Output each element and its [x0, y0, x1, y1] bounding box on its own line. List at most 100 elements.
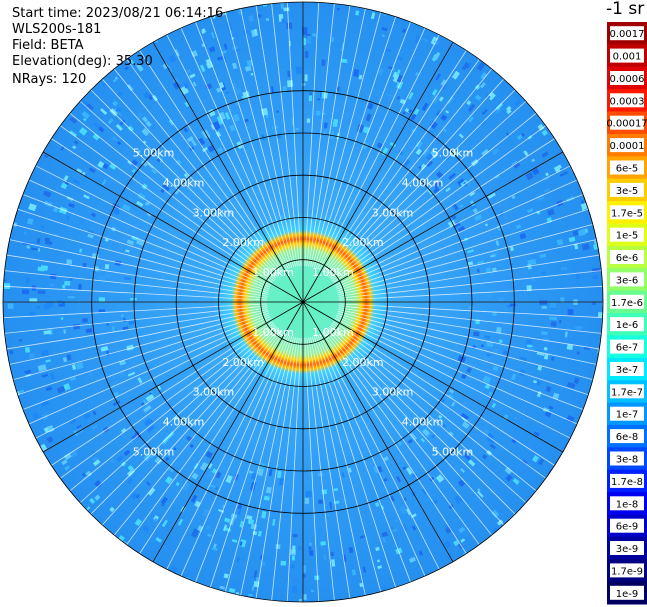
speckle-cell — [486, 436, 495, 444]
speckle-cell — [415, 140, 423, 149]
speckle-cell — [146, 162, 154, 169]
speckle-cell — [66, 215, 70, 220]
colorbar-label: 3e-8 — [616, 455, 639, 466]
speckle-cell — [332, 118, 339, 128]
speckle-cell — [155, 537, 162, 543]
speckle-cell — [314, 575, 320, 580]
instrument-name: WLS200s-181 — [12, 22, 102, 37]
speckle-cell — [146, 481, 151, 486]
speckle-cell — [484, 293, 491, 299]
speckle-cell — [143, 418, 153, 427]
speckle-cell — [529, 346, 535, 352]
speckle-cell — [223, 524, 228, 532]
ray-line — [240, 337, 296, 596]
ray-line — [139, 331, 284, 554]
speckle-cell — [568, 236, 576, 243]
speckle-cell — [100, 346, 109, 352]
colorbar-label-box — [610, 563, 644, 578]
speckle-cell — [480, 344, 484, 348]
speckle-cell — [484, 335, 491, 340]
speckle-cell — [306, 36, 312, 44]
speckle-cell — [121, 203, 131, 212]
speckle-cell — [229, 124, 236, 132]
speckle-cell — [131, 168, 136, 173]
speckle-cell — [26, 218, 34, 225]
speckle-cell — [165, 476, 173, 485]
speckle-cell — [72, 323, 81, 330]
speckle-cell — [326, 513, 330, 517]
speckle-cell — [376, 142, 383, 149]
ray-line — [337, 208, 589, 292]
ray-line — [332, 321, 555, 466]
ray-line — [255, 5, 298, 267]
speckle-cell — [257, 14, 262, 19]
ray-line — [166, 34, 288, 271]
speckle-cell — [497, 297, 504, 303]
speckle-cell — [383, 456, 389, 462]
speckle-cell — [537, 365, 543, 371]
speckle-cell — [265, 18, 270, 21]
speckle-cell — [559, 319, 562, 324]
colorbar-label-box — [610, 473, 644, 488]
speckle-cell — [306, 118, 311, 123]
speckle-cell — [98, 309, 106, 313]
speckle-cell — [460, 467, 466, 474]
speckle-cell — [26, 245, 31, 249]
speckle-cell — [315, 110, 321, 116]
speckle-cell — [276, 470, 282, 479]
ray-line — [304, 337, 320, 602]
speckle-cell — [415, 148, 423, 156]
speckle-cell — [105, 373, 109, 377]
speckle-cell — [219, 585, 225, 590]
speckle-cell — [518, 356, 525, 360]
speckle-cell — [250, 72, 254, 76]
speckle-layer — [3, 2, 603, 602]
speckle-cell — [135, 63, 144, 72]
speckle-cell — [146, 211, 153, 217]
speckle-cell — [580, 202, 589, 211]
speckle-cell — [168, 119, 175, 126]
speckle-cell — [418, 165, 422, 170]
speckle-cell — [267, 600, 275, 602]
speckle-cell — [207, 471, 215, 479]
speckle-cell — [444, 526, 453, 534]
speckle-cell — [275, 544, 281, 550]
speckle-cell — [189, 443, 194, 449]
speckle-cell — [519, 369, 526, 377]
speckle-cell — [147, 487, 156, 496]
speckle-cell — [228, 587, 236, 593]
ray-line — [338, 309, 597, 365]
speckle-cell — [109, 506, 115, 513]
speckle-cell — [286, 22, 293, 30]
speckle-cell — [377, 565, 383, 570]
speckle-cell — [150, 378, 155, 383]
speckle-cell — [491, 147, 500, 156]
speckle-cell — [225, 90, 230, 95]
field-name: Field: BETA — [12, 38, 84, 53]
speckle-cell — [78, 127, 88, 136]
speckle-cell — [165, 456, 170, 462]
ring-label: 5.00km — [133, 147, 175, 160]
speckle-cell — [396, 95, 401, 100]
speckle-cell — [441, 83, 447, 90]
ray-line — [306, 3, 335, 267]
ray-line — [338, 254, 600, 297]
speckle-cell — [389, 495, 395, 502]
speckle-cell — [443, 540, 452, 549]
speckle-cell — [539, 253, 547, 258]
colorbar-label-box — [610, 384, 644, 399]
speckle-cell — [309, 550, 314, 556]
speckle-cell — [43, 304, 50, 310]
speckle-cell — [408, 556, 417, 563]
colorbar-label: 3e-7 — [616, 365, 639, 376]
speckle-cell — [402, 158, 411, 168]
speckle-cell — [29, 311, 36, 316]
speckle-cell — [541, 331, 548, 336]
speckle-cell — [231, 62, 238, 70]
speckle-cell — [114, 76, 118, 80]
speckle-cell — [383, 477, 388, 482]
speckle-cell — [387, 93, 394, 98]
speckle-cell — [367, 102, 374, 110]
ray-line — [224, 336, 295, 592]
speckle-cell — [126, 344, 134, 351]
